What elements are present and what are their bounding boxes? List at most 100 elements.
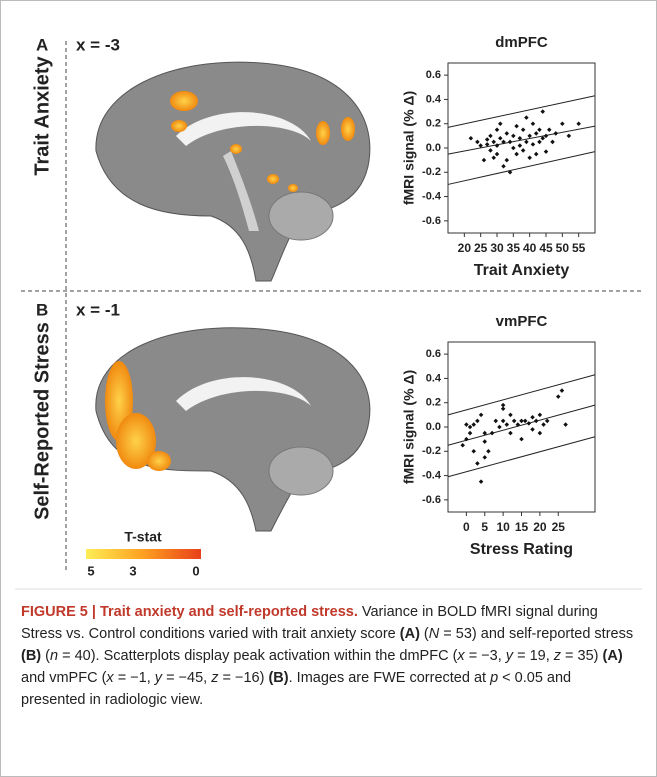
data-point	[511, 146, 516, 151]
data-point	[494, 419, 499, 424]
y-tick-label: 0.4	[426, 372, 442, 384]
caption-text: (B)	[268, 670, 288, 686]
data-point	[501, 403, 506, 408]
data-point	[527, 155, 532, 160]
y-tick-label: 0.4	[426, 93, 442, 105]
data-point	[547, 128, 552, 133]
y-tick-label: -0.6	[422, 215, 441, 227]
y-axis-label: fMRI signal (% Δ)	[401, 91, 417, 205]
data-point	[514, 124, 519, 129]
data-point	[469, 136, 474, 141]
x-tick-label: 40	[523, 241, 537, 255]
caption-text: (	[420, 626, 429, 642]
fit-line	[448, 375, 595, 415]
data-point	[498, 136, 503, 141]
caption-text: y	[506, 648, 513, 664]
caption-text: and vmPFC (	[21, 670, 106, 686]
data-point	[545, 419, 550, 424]
panel-label: A	[36, 35, 48, 54]
data-point	[534, 131, 539, 136]
data-point	[540, 109, 545, 114]
data-point	[508, 140, 513, 145]
data-point	[468, 431, 473, 436]
y-tick-label: -0.6	[422, 494, 441, 506]
data-point	[498, 121, 503, 126]
data-point	[488, 148, 493, 153]
brain-image	[96, 62, 370, 281]
data-point	[544, 149, 549, 154]
data-point	[479, 479, 484, 484]
x-tick-label: 10	[496, 520, 510, 534]
data-point	[471, 422, 476, 427]
data-point	[519, 437, 524, 442]
x-tick-label: 30	[490, 241, 504, 255]
data-point	[475, 140, 480, 145]
caption-text: N	[429, 626, 439, 642]
measure-label: Self-Reported Stress	[31, 322, 53, 520]
x-tick-label: 45	[539, 241, 553, 255]
chart-title: dmPFC	[495, 34, 548, 51]
data-point	[521, 128, 526, 133]
data-point	[538, 431, 543, 436]
data-point	[468, 425, 473, 430]
x-tick-label: 25	[474, 241, 488, 255]
y-tick-label: 0.0	[426, 421, 441, 433]
data-point	[521, 148, 526, 153]
slice-label: x = -3	[76, 35, 120, 54]
caption-text: (B)	[21, 648, 41, 664]
data-point	[511, 134, 516, 139]
data-point	[518, 143, 523, 148]
chart-title: vmPFC	[496, 313, 548, 330]
data-point	[505, 422, 510, 427]
data-point	[485, 137, 490, 142]
data-point	[514, 152, 519, 157]
caption-text: . Images are FWE corrected at	[289, 670, 490, 686]
fit-line	[448, 152, 595, 185]
colorbar-tick-label: 5	[87, 563, 94, 578]
panel-label: B	[36, 300, 48, 319]
x-tick-label: 20	[533, 520, 547, 534]
data-point	[576, 121, 581, 126]
y-tick-label: 0.0	[426, 142, 441, 154]
caption-text: y	[155, 670, 162, 686]
colorbar-tick-label: 3	[129, 563, 136, 578]
caption-text: = 40). Scatterplots display peak activat…	[58, 648, 457, 664]
fit-line	[448, 96, 595, 128]
caption-text: n	[50, 648, 58, 664]
data-point	[460, 443, 465, 448]
figure: T-stat Ax = -3Trait AnxietyBx = -1Self-R…	[0, 0, 657, 777]
caption-text: = −3,	[465, 648, 506, 664]
data-point	[531, 142, 536, 147]
data-point	[490, 431, 495, 436]
data-point	[544, 134, 549, 139]
data-point	[505, 131, 510, 136]
x-tick-label: 5	[481, 520, 488, 534]
caption-text: = 53) and self-reported stress	[439, 626, 633, 642]
brain-image	[96, 328, 370, 531]
data-point	[508, 431, 513, 436]
data-point	[491, 155, 496, 160]
y-tick-label: 0.6	[426, 69, 441, 81]
data-point	[524, 115, 529, 120]
data-point	[512, 419, 517, 424]
y-tick-label: -0.4	[422, 190, 442, 202]
data-point	[475, 461, 480, 466]
data-point	[501, 164, 506, 169]
caption-text: x	[457, 648, 464, 664]
data-point	[527, 421, 532, 426]
data-point	[554, 131, 559, 136]
x-tick-label: 0	[463, 520, 470, 534]
x-axis-label: Trait Anxiety	[474, 262, 570, 279]
data-point	[482, 455, 487, 460]
data-point	[556, 394, 561, 399]
x-tick-label: 55	[572, 241, 586, 255]
data-point	[530, 427, 535, 432]
caption-text: (A)	[400, 626, 420, 642]
y-tick-label: -0.2	[422, 166, 441, 178]
data-point	[527, 134, 532, 139]
caption-text: = −1,	[114, 670, 155, 686]
data-point	[567, 134, 572, 139]
y-tick-label: 0.6	[426, 348, 441, 360]
caption-text: x	[106, 670, 113, 686]
